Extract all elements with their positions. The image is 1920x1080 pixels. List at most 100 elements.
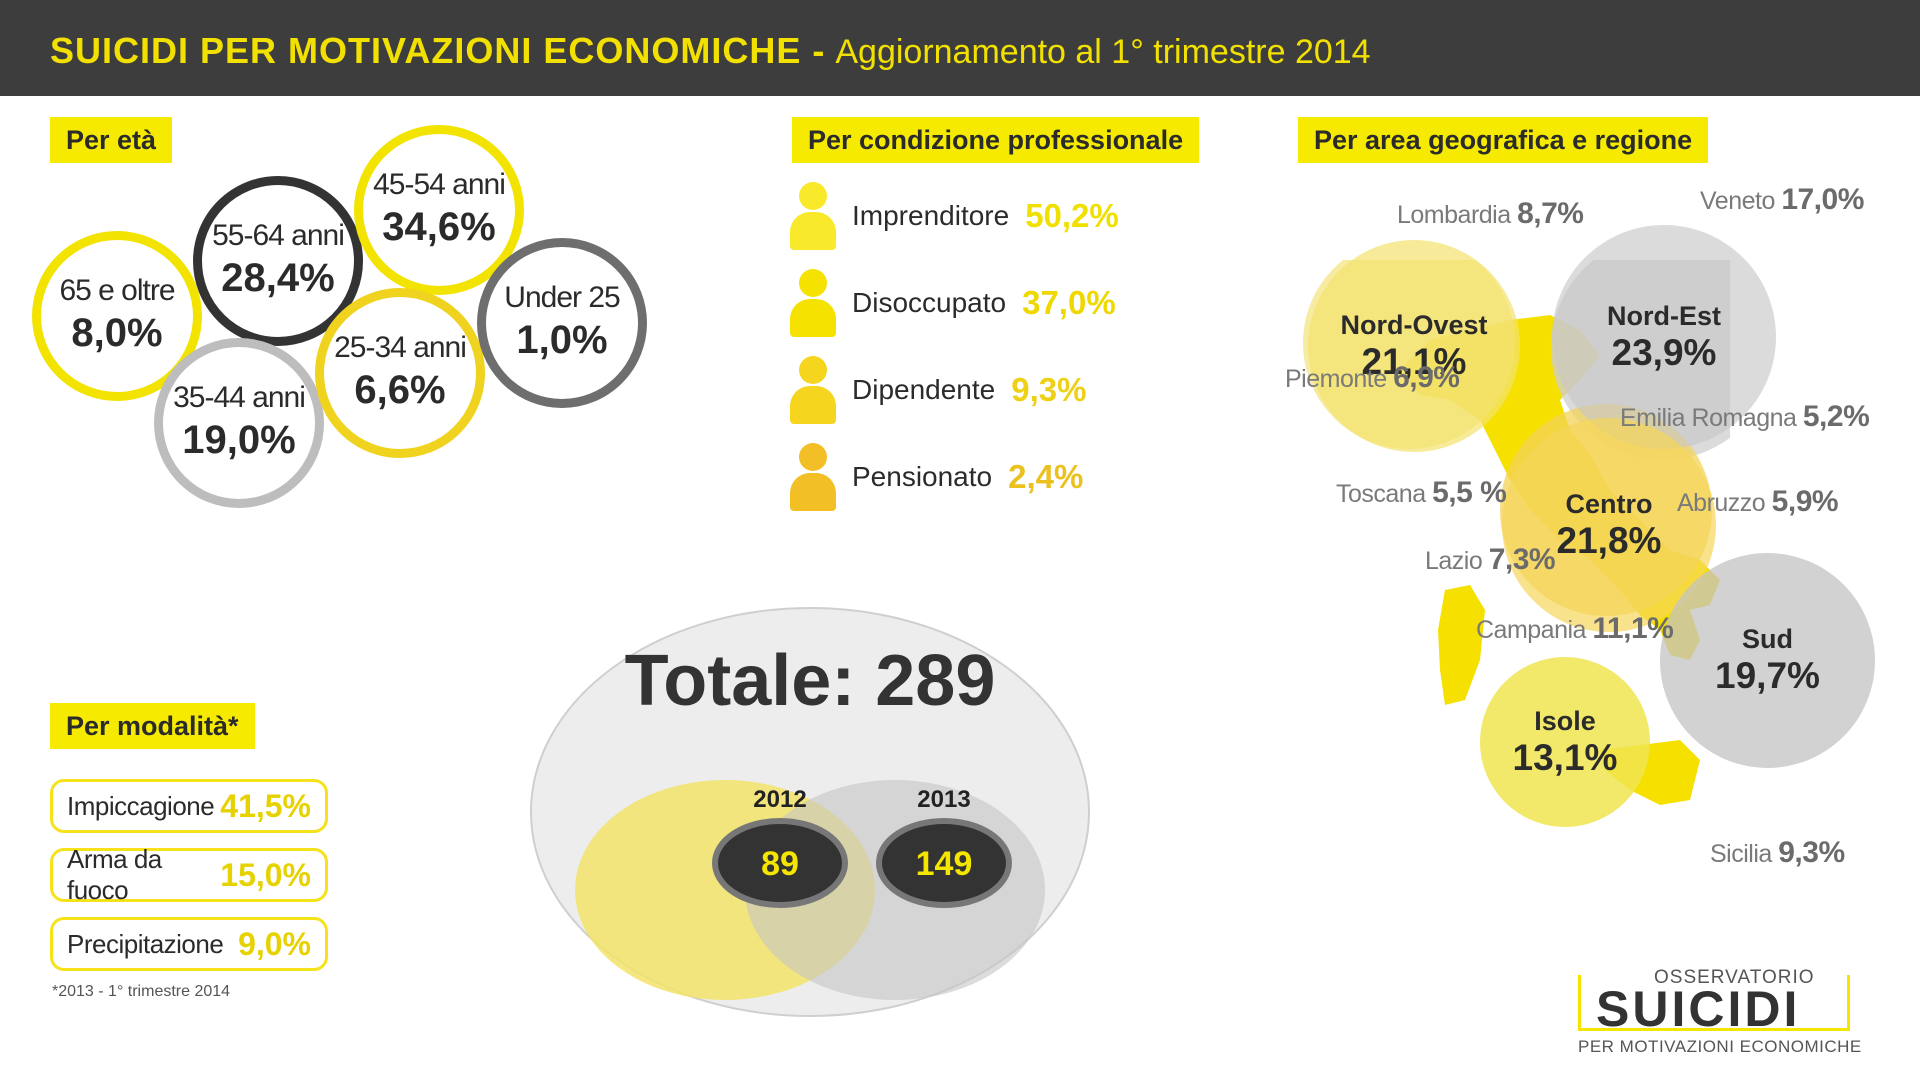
region-name: Abruzzo [1677,489,1766,517]
area-name: Isole [1534,705,1596,736]
venn-2012-value: 89 [761,845,799,883]
area-value: 19,7% [1715,655,1820,696]
person-icon [790,269,836,337]
modalita-value: 41,5% [220,787,311,824]
modalita-label: Impiccagione [67,790,215,821]
modalita-value: 15,0% [220,856,311,893]
sardinia-shape [1438,585,1485,705]
section-tag-modalita: Per modalità* [50,703,255,749]
area-nord-ovest: Nord-Ovest 21,1% [1308,240,1520,452]
age-label: 45-54 anni [373,168,506,201]
profession-row: Pensionato 2,4% [790,437,1210,517]
region-name: Toscana [1336,480,1426,508]
profession-label: Disoccupato [852,287,1007,318]
modalita-item: Impiccagione 41,5% [50,779,328,833]
age-label: 35-44 anni [173,381,306,414]
title-main: SUICIDI PER MOTIVAZIONI ECONOMICHE - [50,30,826,71]
region-emilia-romagna: Emilia Romagna 5,2% [1620,400,1870,434]
age-label: Under 25 [504,281,620,314]
region-sicilia: Sicilia 9,3% [1710,836,1845,870]
region-abruzzo: Abruzzo 5,9% [1677,485,1839,519]
region-name: Lombardia [1397,201,1511,229]
section-tag-professione: Per condizione professionale [792,117,1200,163]
age-value: 19,0% [182,418,296,462]
profession-row: Imprenditore 50,2% [790,176,1210,256]
area-value: 23,9% [1611,331,1717,373]
logo-main-text: SUICIDI [1596,981,1801,1037]
age-label: 65 e oltre [59,274,175,307]
region-name: Veneto [1700,187,1775,215]
area-value: 13,1% [1512,736,1618,778]
age-value: 6,6% [354,368,446,412]
region-name: Emilia Romagna [1620,404,1797,432]
page-title: SUICIDI PER MOTIVAZIONI ECONOMICHE - Aggi… [50,30,1371,72]
area-name: Nord-Est [1607,300,1721,331]
age-value: 34,6% [382,205,496,249]
area-isole: Isole 13,1% [1480,657,1650,827]
region-value: 7,3% [1488,543,1556,576]
area-name: Sud [1742,624,1793,654]
region-toscana: Toscana 5,5 % [1336,476,1507,510]
region-value: 5,9% [1771,485,1839,518]
age-value: 1,0% [516,318,608,362]
age-value: 8,0% [71,311,163,355]
header-bar [0,0,1920,96]
venn-2013-year: 2013 [917,786,970,813]
section-tag-area: Per area geografica e regione [1298,117,1709,163]
age-bubble-45-54: 45-54 anni 34,6% [354,125,524,295]
venn-2013-value: 149 [916,845,973,883]
age-bubble-65-oltre: 65 e oltre 8,0% [32,231,202,401]
region-piemonte: Piemonte 6,9% [1285,361,1460,395]
region-lombardia: Lombardia 8,7% [1397,197,1584,231]
region-value: 5,5 % [1432,476,1507,509]
profession-value: 37,0% [1022,284,1116,321]
region-value: 8,7% [1517,197,1584,230]
area-sud: Sud 19,7% [1660,553,1875,768]
area-nord-est: Nord-Est 23,9% [1552,225,1776,449]
person-icon [790,182,836,250]
logo-bottom-text: PER MOTIVAZIONI ECONOMICHE [1578,1037,1862,1056]
profession-label: Imprenditore [852,200,1010,231]
venn-2012-badge [712,818,848,908]
age-bubble-25-34: 25-34 anni 6,6% [315,288,485,458]
region-value: 11,1% [1592,612,1674,645]
logo-top-text: OSSERVATORIO [1648,967,1821,989]
age-bubble-35-44: 35-44 anni 19,0% [154,338,324,508]
region-value: 6,9% [1393,361,1460,394]
area-name: Nord-Ovest [1340,309,1488,340]
region-value: 17,0% [1781,183,1864,216]
person-icon [790,443,836,511]
profession-label: Dipendente [852,374,996,405]
profession-row: Disoccupato 37,0% [790,263,1210,343]
region-lazio: Lazio 7,3% [1425,543,1556,577]
region-campania: Campania 11,1% [1476,612,1674,646]
observatory-logo: OSSERVATORIO SUICIDI PER MOTIVAZIONI ECO… [1578,967,1861,1056]
venn-2013-badge [876,818,1012,908]
region-name: Lazio [1425,547,1483,575]
section-tag-eta: Per età [50,117,173,163]
age-value: 28,4% [221,256,335,300]
total-title: Totale: 289 [625,641,996,721]
title-subtitle: Aggiornamento al 1° trimestre 2014 [835,33,1371,71]
area-value: 21,8% [1556,519,1662,561]
profession-value: 50,2% [1025,197,1119,234]
region-value: 5,2% [1802,400,1870,433]
profession-value: 2,4% [1008,458,1084,495]
modalita-label: Arma da fuoco [67,844,162,905]
logo-frame [1578,975,1850,1031]
modalita-footnote: *2013 - 1° trimestre 2014 [52,983,231,1000]
region-value: 9,3% [1778,836,1845,869]
area-value: 21,1% [1361,340,1467,382]
person-icon [790,356,836,424]
profession-value: 9,3% [1011,371,1087,408]
total-venn: Totale: 289 2012 2013 89 149 [530,607,1090,1017]
age-bubble-under-25: Under 25 1,0% [477,238,647,408]
region-name: Campania [1476,616,1586,644]
modalita-value: 9,0% [238,925,311,962]
age-label: 55-64 anni [212,219,345,252]
area-centro: Centro 21,8% [1502,418,1716,632]
region-name: Piemonte [1285,365,1387,393]
region-name: Sicilia [1710,840,1772,868]
profession-label: Pensionato [852,461,993,492]
area-name: Centro [1565,488,1653,519]
